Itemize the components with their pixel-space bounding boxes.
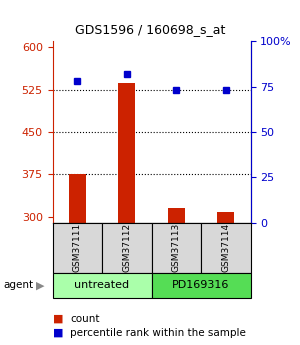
Text: percentile rank within the sample: percentile rank within the sample [70,328,246,338]
Text: GSM37111: GSM37111 [73,223,82,272]
Text: untreated: untreated [74,280,130,290]
Bar [52,223,102,273]
Bar [118,83,135,223]
Bar [102,223,152,273]
Text: ■: ■ [52,314,63,324]
Text: agent: agent [3,280,33,290]
Text: ■: ■ [52,328,63,338]
Text: GSM37112: GSM37112 [122,223,131,272]
Bar [168,208,185,223]
Text: GSM37113: GSM37113 [172,223,181,272]
Bar [152,223,201,273]
Bar [217,212,234,223]
Bar [52,273,152,298]
Text: ▶: ▶ [36,280,45,290]
Bar [152,273,250,298]
Bar [201,223,250,273]
Text: PD169316: PD169316 [172,280,230,290]
Text: count: count [70,314,100,324]
Bar [69,175,86,223]
Text: GSM37114: GSM37114 [221,223,230,272]
Text: GDS1596 / 160698_s_at: GDS1596 / 160698_s_at [75,23,225,36]
